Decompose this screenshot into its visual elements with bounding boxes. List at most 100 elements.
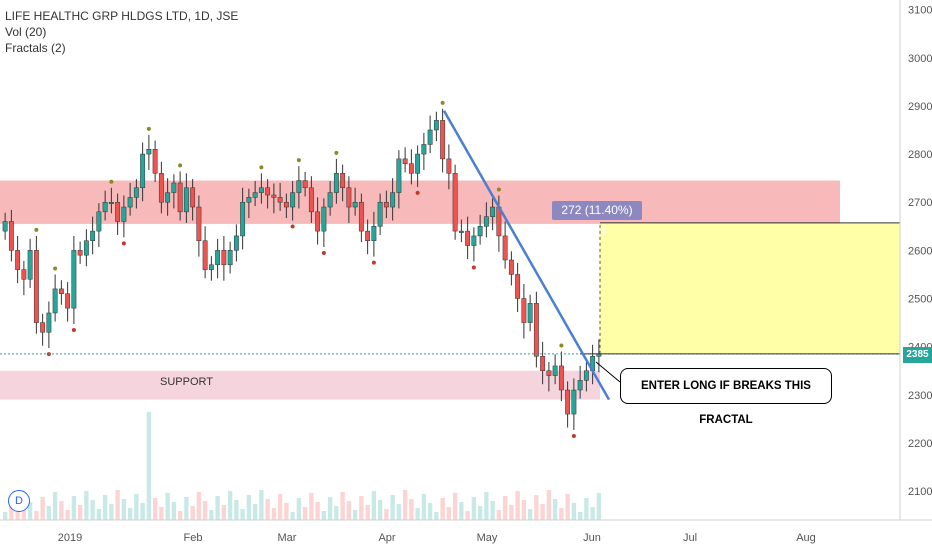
candle-body bbox=[508, 259, 514, 275]
candle-body bbox=[233, 235, 239, 251]
candle-body bbox=[346, 187, 352, 208]
fractals-indicator-label[interactable]: Fractals (2) bbox=[5, 41, 66, 55]
fractal-down bbox=[571, 433, 576, 438]
candle-body bbox=[215, 250, 221, 266]
candle-body bbox=[40, 322, 46, 333]
volume-bar bbox=[109, 504, 114, 520]
volume-bar bbox=[565, 494, 570, 520]
candle-body bbox=[371, 226, 377, 241]
candle-body bbox=[202, 240, 208, 270]
volume-bar bbox=[340, 492, 345, 520]
candle-body bbox=[321, 206, 327, 232]
volume-bar bbox=[252, 504, 258, 520]
candle-body bbox=[502, 235, 508, 261]
callout-box[interactable]: ENTER LONG IF BREAKS THIS FRACTAL bbox=[620, 368, 832, 426]
y-tick-label: 2700 bbox=[908, 197, 932, 209]
candle-body bbox=[471, 235, 477, 246]
candle-body bbox=[140, 153, 146, 189]
volume-bar bbox=[40, 497, 45, 520]
candle-body bbox=[515, 274, 521, 299]
candle-body bbox=[427, 129, 433, 145]
candle-body bbox=[271, 194, 277, 198]
candle-body bbox=[77, 250, 83, 256]
volume-bar bbox=[446, 507, 452, 520]
dividend-icon[interactable]: D bbox=[8, 490, 30, 512]
volume-bar bbox=[96, 509, 102, 520]
volume-bar bbox=[465, 511, 470, 520]
volume-bar bbox=[115, 490, 120, 520]
volume-bar bbox=[559, 508, 564, 520]
volume-bar bbox=[359, 496, 364, 520]
candle-body bbox=[483, 216, 489, 227]
y-tick-label: 2200 bbox=[908, 438, 932, 450]
volume-bar bbox=[171, 502, 177, 520]
y-tick-label: 3000 bbox=[908, 53, 932, 65]
candle-body bbox=[246, 197, 252, 203]
volume-bar bbox=[396, 504, 402, 520]
candle-body bbox=[446, 158, 452, 174]
volume-indicator-label[interactable]: Vol (20) bbox=[5, 25, 47, 39]
x-tick-label: 2019 bbox=[58, 532, 82, 544]
candle-body bbox=[221, 250, 227, 266]
candle-body bbox=[258, 187, 264, 193]
y-tick-label: 2800 bbox=[908, 149, 932, 161]
volume-bar bbox=[34, 511, 39, 520]
volume-bar bbox=[46, 506, 52, 520]
candle-body bbox=[227, 250, 233, 266]
candle-body bbox=[571, 389, 577, 415]
volume-bar bbox=[177, 511, 183, 520]
candle-body bbox=[115, 201, 121, 222]
volume-bar bbox=[571, 503, 577, 520]
y-tick-label: 2500 bbox=[908, 294, 932, 306]
candle-body bbox=[52, 288, 58, 314]
candle-body bbox=[183, 187, 189, 213]
candle-body bbox=[102, 201, 108, 213]
symbol-title[interactable]: LIFE HEALTHC GRP HLDGS LTD, 1D, JSE bbox=[5, 9, 239, 23]
candle-body bbox=[490, 206, 496, 217]
volume-bar bbox=[284, 503, 289, 520]
candle-body bbox=[552, 365, 558, 376]
candle-body bbox=[96, 211, 102, 232]
resistance-zone bbox=[0, 180, 840, 224]
candle-body bbox=[383, 201, 389, 208]
x-tick-label: Jul bbox=[683, 532, 697, 544]
volume-bar bbox=[240, 509, 245, 520]
candle-body bbox=[452, 173, 458, 232]
volume-bar bbox=[315, 502, 320, 520]
volume-bar bbox=[552, 499, 558, 520]
x-tick-label: May bbox=[477, 532, 498, 544]
volume-bar bbox=[146, 412, 152, 520]
volume-bar bbox=[102, 495, 108, 520]
candle-body bbox=[577, 380, 583, 391]
candle-body bbox=[340, 173, 346, 189]
volume-bar bbox=[140, 503, 145, 520]
measure-label[interactable]: 272 (11.40%) 272 bbox=[552, 201, 642, 236]
candle-body bbox=[133, 187, 139, 198]
fractal-up bbox=[53, 266, 58, 271]
volume-bar bbox=[302, 507, 308, 520]
candle-body bbox=[402, 158, 408, 164]
volume-bar bbox=[159, 507, 164, 520]
volume-bar bbox=[265, 499, 270, 520]
candle-body bbox=[33, 250, 39, 323]
fractal-down bbox=[371, 260, 376, 265]
fractal-down bbox=[321, 251, 326, 255]
y-tick-label: 2600 bbox=[908, 245, 932, 257]
candle-body bbox=[377, 201, 383, 227]
candle-body bbox=[440, 120, 446, 160]
volume-bar bbox=[196, 492, 202, 520]
volume-bar bbox=[209, 510, 214, 520]
volume-bar bbox=[234, 500, 239, 520]
volume-bar bbox=[165, 493, 170, 520]
volume-bar bbox=[584, 498, 589, 520]
chart-legend: LIFE HEALTHC GRP HLDGS LTD, 1D, JSE Vol … bbox=[5, 8, 238, 56]
candle-body bbox=[415, 153, 421, 174]
volume-bar bbox=[71, 496, 77, 520]
volume-bar bbox=[327, 497, 333, 520]
volume-bar bbox=[577, 512, 583, 520]
candle-body bbox=[458, 230, 464, 233]
candle-body bbox=[358, 201, 364, 232]
candle-body bbox=[565, 389, 571, 415]
